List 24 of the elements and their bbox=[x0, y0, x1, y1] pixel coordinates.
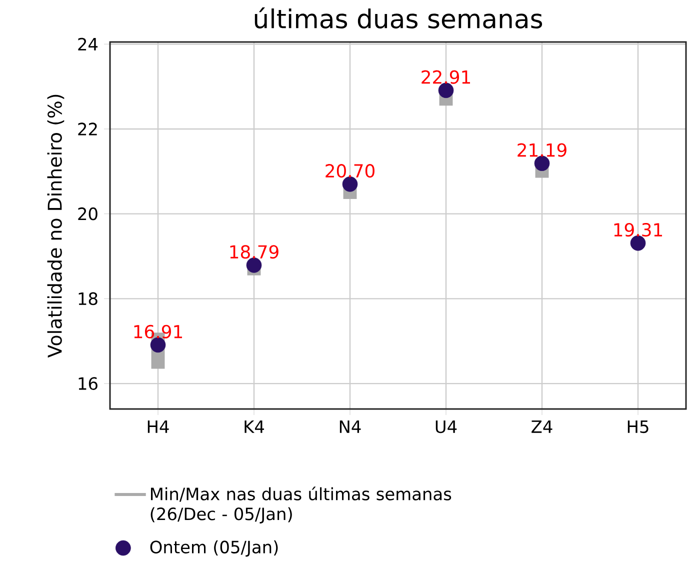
y-tick-label: 24 bbox=[78, 38, 98, 50]
data-label: 21.19 bbox=[518, 143, 566, 157]
point bbox=[534, 156, 550, 172]
point bbox=[150, 337, 166, 353]
data-label: 16.91 bbox=[134, 324, 182, 338]
y-tick-label: 20 bbox=[78, 207, 98, 220]
y-axis-title: Volatilidade no Dinheiro (%) bbox=[47, 94, 64, 358]
data-label: 20.70 bbox=[326, 164, 374, 178]
data-label: 22.91 bbox=[422, 70, 470, 84]
y-tick-label: 22 bbox=[78, 122, 97, 136]
point bbox=[438, 82, 454, 98]
data-label: 18.79 bbox=[230, 245, 278, 259]
x-tick-label: Z4 bbox=[532, 420, 552, 433]
x-tick-label: U4 bbox=[436, 420, 457, 434]
legend-label: Ontem (05/Jan) bbox=[150, 540, 278, 557]
y-tick-label: 16 bbox=[78, 377, 98, 390]
data-label: 19.31 bbox=[614, 223, 662, 237]
x-tick-label: H4 bbox=[148, 420, 169, 433]
x-tick-label: K4 bbox=[244, 420, 264, 433]
x-tick-label: N4 bbox=[340, 420, 361, 433]
y-tick-label: 18 bbox=[78, 292, 98, 306]
x-tick-label: H5 bbox=[628, 420, 648, 434]
legend-label: Min/Max nas duas últimas semanas (26/Dec - 05/Jan) bbox=[150, 486, 452, 524]
chart-title: últimas duas semanas bbox=[254, 7, 542, 28]
